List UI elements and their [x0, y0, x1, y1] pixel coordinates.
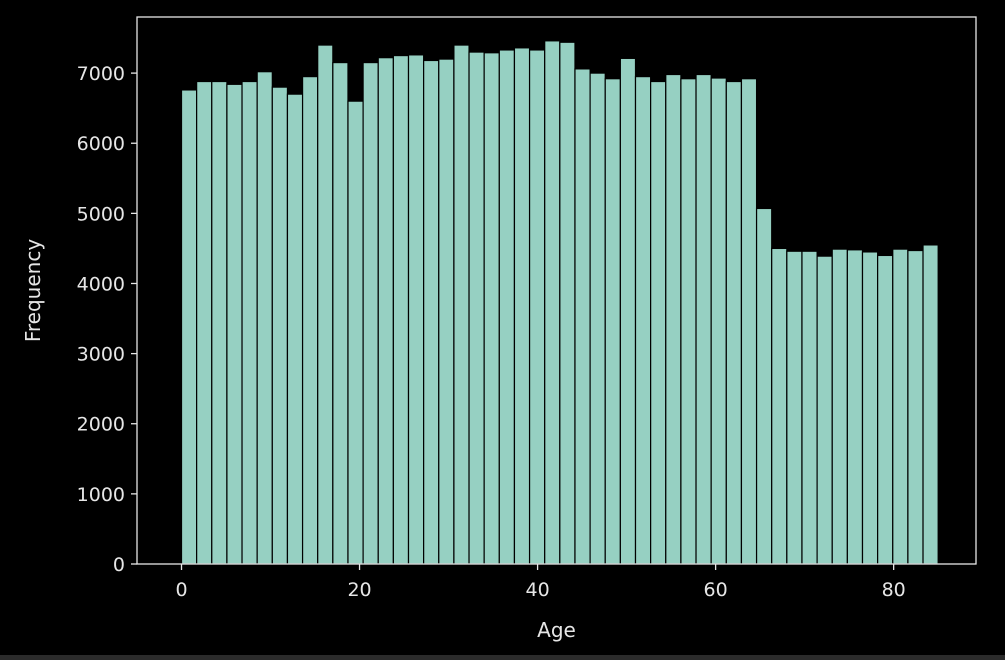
- histogram-bar: [892, 248, 909, 565]
- y-ticks-group: 0 1000 2000 3000 4000 5000 6000 7000: [77, 63, 137, 576]
- histogram-bar: [725, 80, 743, 565]
- histogram-bar: [301, 76, 319, 565]
- histogram-bar: [922, 244, 939, 565]
- histogram-bar: [544, 40, 561, 565]
- histogram-bar: [498, 49, 516, 565]
- histogram-bar: [877, 254, 894, 565]
- histogram-bar: [740, 78, 758, 565]
- x-tick-label: 40: [525, 579, 549, 601]
- histogram-bar: [755, 207, 773, 565]
- histogram-bar: [332, 61, 349, 565]
- histogram-bar: [559, 41, 576, 565]
- x-tick-label: 0: [175, 579, 187, 601]
- histogram-bar: [286, 93, 304, 565]
- histogram-bar: [831, 248, 848, 565]
- y-tick-label: 4000: [77, 273, 125, 295]
- histogram-bar: [438, 58, 455, 565]
- histogram-bar: [604, 78, 621, 565]
- x-axis-label: Age: [537, 618, 576, 642]
- histogram-bar: [483, 52, 500, 565]
- y-tick-label: 6000: [77, 133, 125, 155]
- y-tick-label: 1000: [77, 484, 125, 506]
- histogram-bar: [453, 44, 470, 565]
- histogram-bar: [468, 51, 485, 565]
- histogram-bar: [196, 80, 213, 565]
- histogram-bar: [211, 80, 228, 565]
- histogram-bar: [226, 83, 243, 565]
- histogram-bar: [801, 250, 818, 565]
- histogram-bar: [317, 44, 334, 565]
- y-tick-label: 2000: [77, 414, 125, 436]
- y-tick-label: 0: [113, 554, 125, 576]
- histogram-bar: [574, 68, 591, 565]
- histogram-bar: [256, 71, 273, 565]
- histogram-bar: [513, 47, 531, 565]
- y-tick-label: 7000: [77, 63, 125, 85]
- x-tick-label: 80: [882, 579, 906, 601]
- histogram-bar: [241, 80, 258, 565]
- x-tick-label: 60: [704, 579, 728, 601]
- histogram-bar: [619, 57, 637, 565]
- x-ticks-group: 0 20 40 60 80: [175, 564, 906, 601]
- histogram-bar: [423, 59, 440, 565]
- histogram-bar: [861, 251, 879, 565]
- histogram-bar: [392, 54, 410, 565]
- histogram-bar: [680, 78, 697, 565]
- histogram-bar: [695, 73, 712, 565]
- histogram-bar: [665, 73, 682, 565]
- histogram-bar: [271, 86, 289, 565]
- y-tick-label: 3000: [77, 344, 125, 366]
- histogram-bar: [907, 249, 924, 565]
- histogram-bar: [710, 77, 727, 565]
- y-tick-label: 5000: [77, 203, 125, 225]
- y-axis-label: Frequency: [21, 239, 45, 342]
- histogram-bar: [362, 61, 379, 565]
- histogram-bar: [634, 76, 652, 565]
- histogram-bar: [407, 54, 425, 565]
- histogram-bar: [650, 80, 667, 565]
- histogram-bar: [347, 100, 364, 565]
- histogram-bar: [771, 247, 788, 565]
- x-tick-label: 20: [347, 579, 371, 601]
- histogram-bar: [846, 249, 864, 565]
- histogram-bar: [589, 72, 606, 565]
- histogram-bar: [180, 89, 198, 565]
- histogram-bar: [528, 49, 546, 565]
- plot-frame: [136, 16, 977, 565]
- histogram-bar: [377, 57, 394, 565]
- histogram-bar: [786, 250, 803, 565]
- histogram-bar: [816, 255, 833, 565]
